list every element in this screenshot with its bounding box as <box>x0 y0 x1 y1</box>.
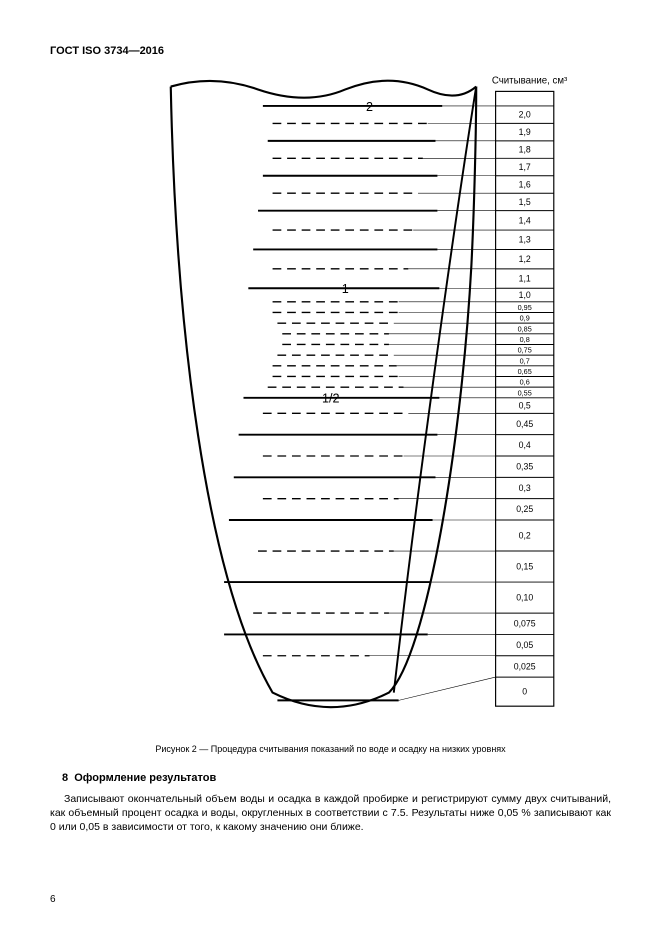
mark-2: 2 <box>366 100 373 114</box>
scale-value: 0,025 <box>514 661 536 671</box>
scale-value: 0,25 <box>516 504 533 514</box>
tube-diagram: Считывание, см³ 2,0 1,9 1,8 1,7 1,6 1,5 1,4 1,3… <box>120 72 590 712</box>
scale-value: 0,35 <box>516 462 533 472</box>
scale-value: 1,3 <box>519 235 531 245</box>
scale-value: 0,075 <box>514 619 536 629</box>
scale-value: 1,6 <box>519 179 531 189</box>
scale-title: Считывание, см³ <box>492 76 568 87</box>
section-heading: Оформление результатов <box>74 772 216 784</box>
scale-value: 0,8 <box>520 335 530 344</box>
scale-value: 0,4 <box>519 440 531 450</box>
scale-value: 1,7 <box>519 162 531 172</box>
tube-top-edge <box>171 81 476 98</box>
section-8-body: Записывают окончательный объем воды и ос… <box>50 792 611 835</box>
scale-value: 0,2 <box>519 530 531 540</box>
scale-value: 0,75 <box>518 346 532 355</box>
scale-value: 0,3 <box>519 483 531 493</box>
page: ГОСТ ISO 3734—2016 Считывание, см³ 2,0 1,… <box>0 0 661 935</box>
tube-inner-curve <box>394 87 476 693</box>
scale-value: 2,0 <box>519 110 531 120</box>
scale-value: 1,4 <box>519 215 531 225</box>
section-8-title: 8 Оформление результатов <box>62 772 611 784</box>
leader-lines <box>370 106 496 700</box>
scale-value: 1,5 <box>519 197 531 207</box>
scale-value: 0,15 <box>516 561 533 571</box>
scale-value: 1,9 <box>519 127 531 137</box>
scale-value: 0,6 <box>520 378 530 387</box>
scale-value: 0,85 <box>518 324 532 333</box>
document-header: ГОСТ ISO 3734—2016 <box>50 45 611 57</box>
scale-value: 1,0 <box>519 290 531 300</box>
scale-value: 0,95 <box>518 303 532 312</box>
page-number: 6 <box>50 894 56 905</box>
section-number: 8 <box>62 772 68 784</box>
scale-value: 0,7 <box>520 356 530 365</box>
scale-value: 1,8 <box>519 144 531 154</box>
scale-value: 0,65 <box>518 367 532 376</box>
scale-value: 0,10 <box>516 592 533 602</box>
scale-value: 1,2 <box>519 254 531 264</box>
scale-value: 1,1 <box>519 273 531 283</box>
scale-value: 0,9 <box>520 314 530 323</box>
scale-value: 0,55 <box>518 388 532 397</box>
mark-1: 1 <box>342 282 349 296</box>
scale-table: 2,0 1,9 1,8 1,7 1,6 1,5 1,4 1,3 1,2 1,1 1,0 0,95 0,9… <box>496 91 554 706</box>
scale-value: 0 <box>522 687 527 697</box>
scale-value: 0,45 <box>516 419 533 429</box>
figure-caption: Рисунок 2 — Процедура считывания показан… <box>50 744 611 754</box>
scale-value: 0,05 <box>516 640 533 650</box>
mark-half: 1/2 <box>322 392 340 406</box>
figure-2: Считывание, см³ 2,0 1,9 1,8 1,7 1,6 1,5 1,4 1,3… <box>50 72 611 732</box>
scale-value: 0,5 <box>519 400 531 410</box>
